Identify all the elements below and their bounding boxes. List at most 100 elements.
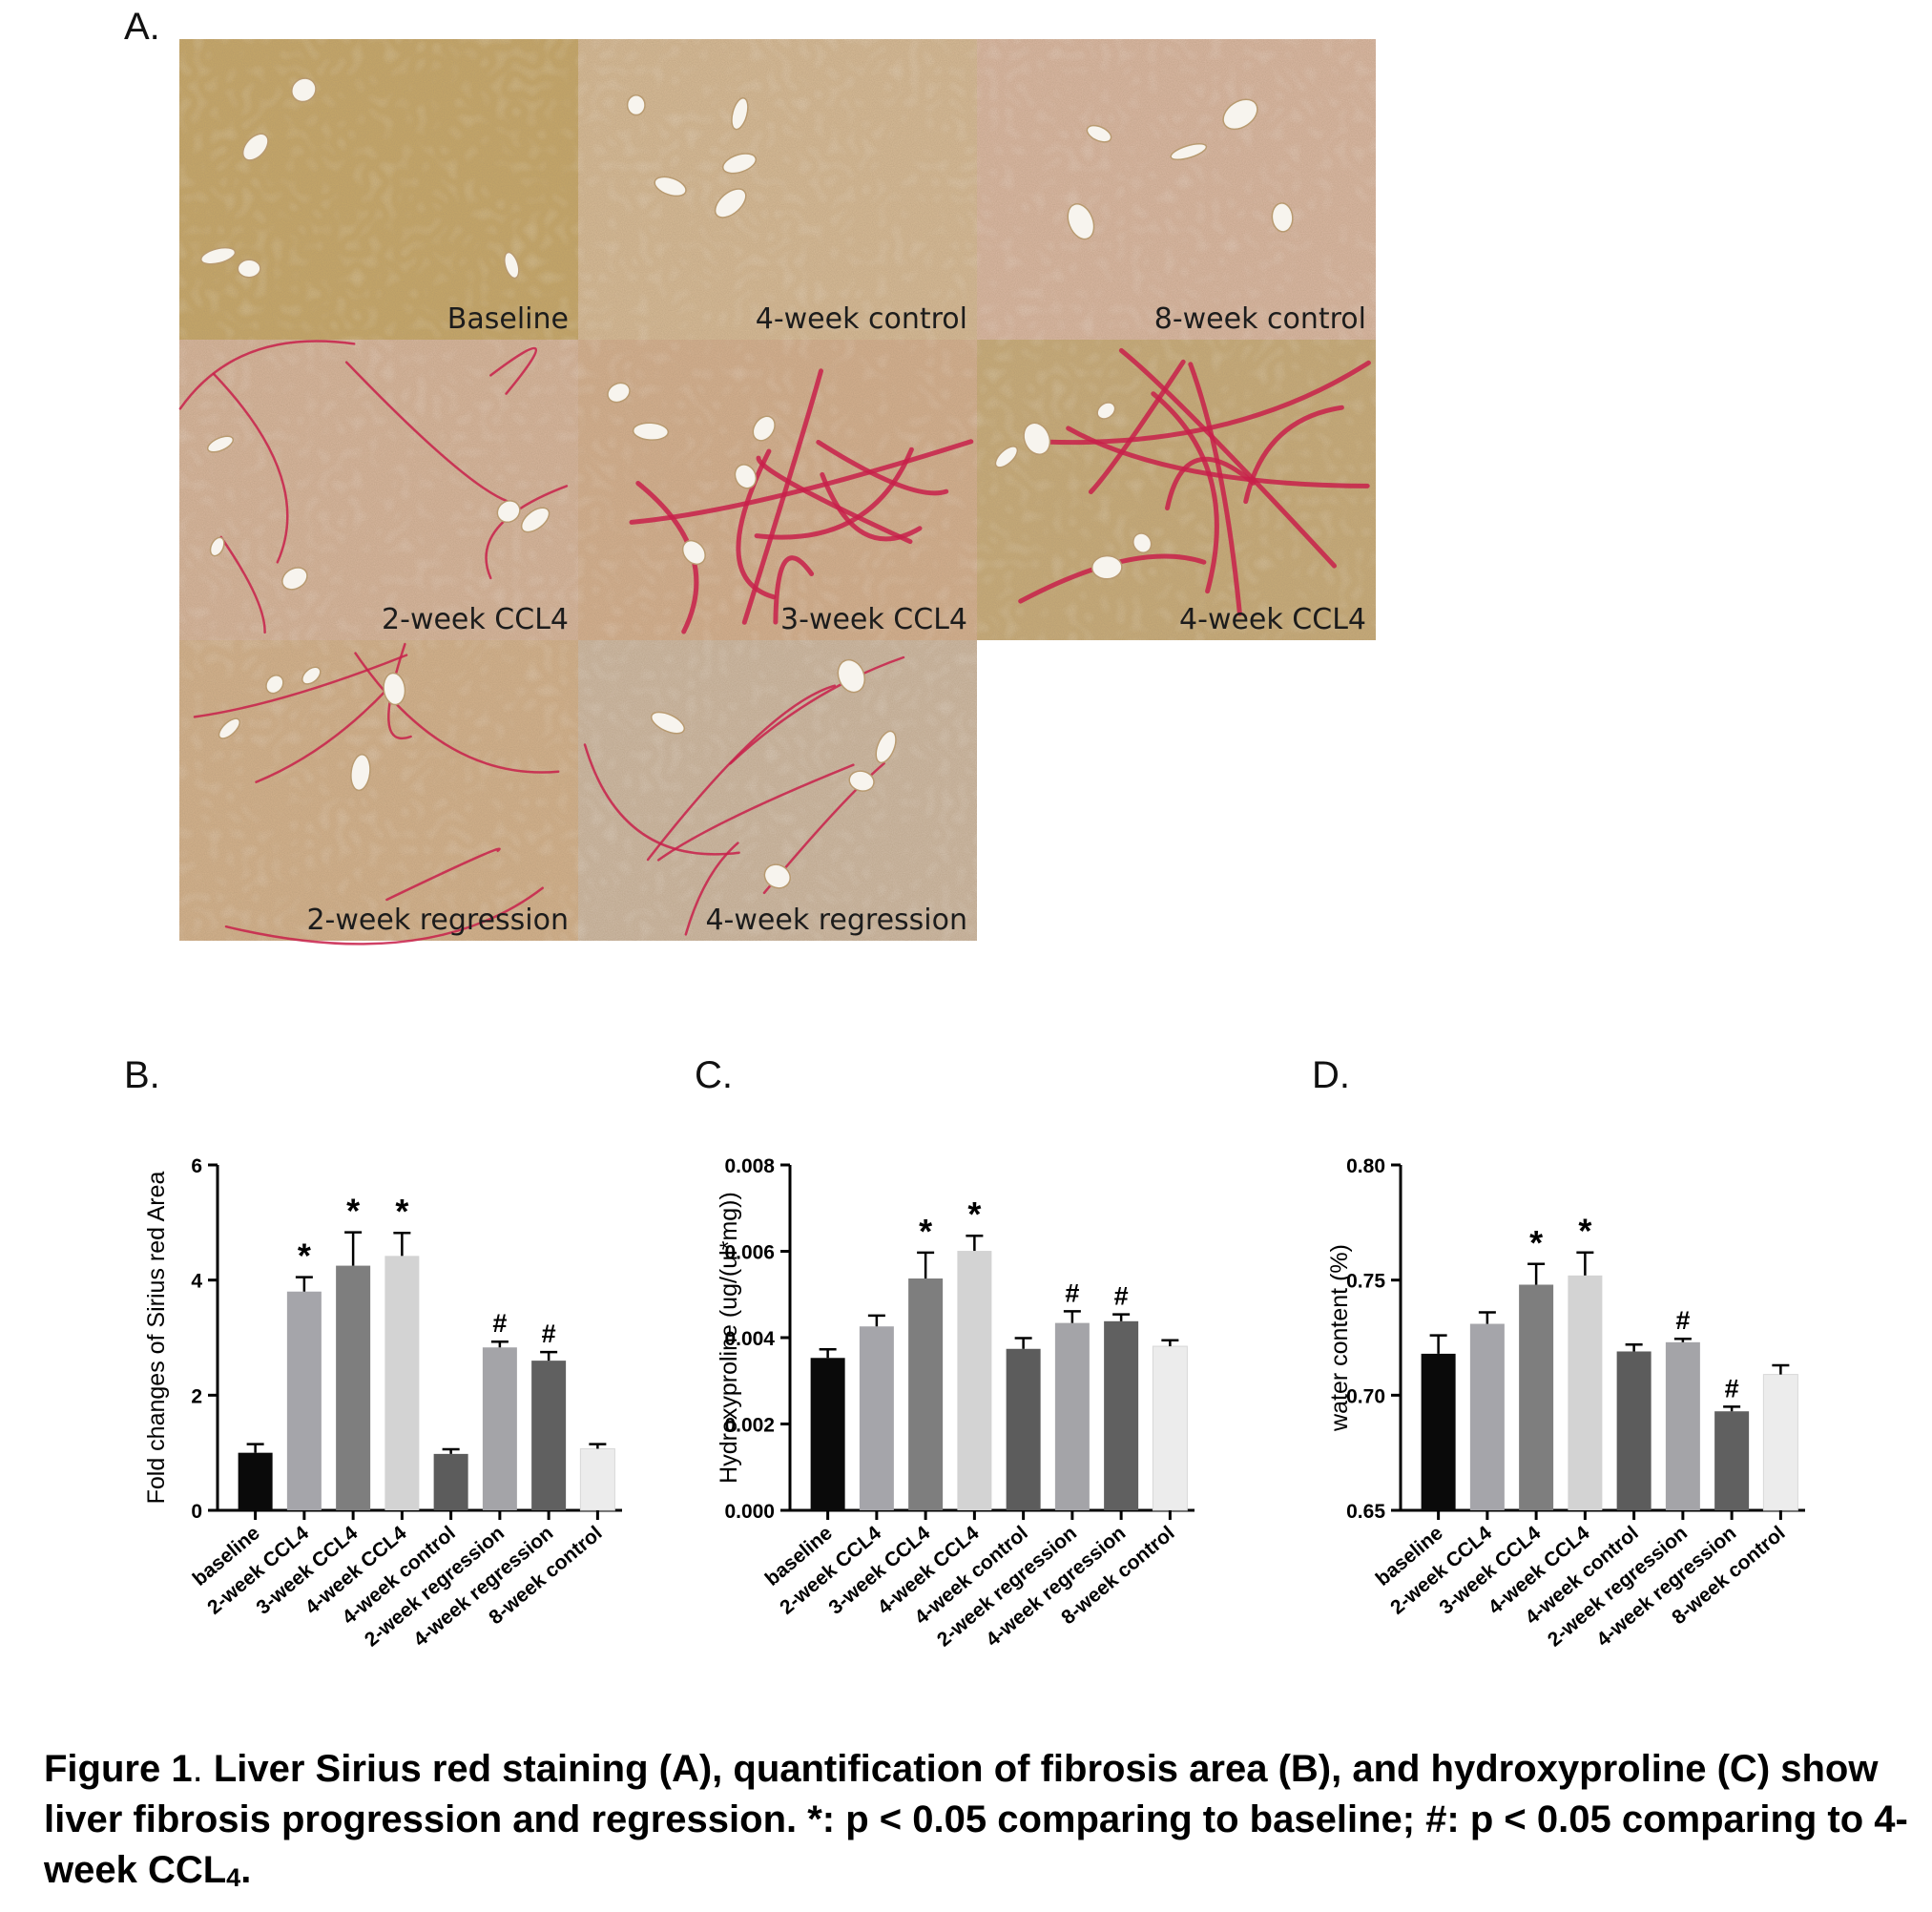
- panel-label-b: B.: [124, 1054, 160, 1096]
- chart-b-sirius-red-area: Fold changes of Sirius red Area 0 2 4 6 basel…: [134, 1140, 735, 1674]
- micrograph-label: 3-week CCL4: [780, 603, 967, 636]
- micrograph-label: 8-week control: [1154, 302, 1366, 336]
- vessel-lumen: [496, 500, 521, 524]
- bar: [482, 1347, 517, 1510]
- micrograph-label: 2-week regression: [306, 904, 569, 937]
- fibrosis-septum: [385, 847, 501, 902]
- bar: [336, 1265, 371, 1510]
- fibrosis-septum: [212, 372, 289, 564]
- fibrosis-septum: [646, 684, 837, 862]
- bar: [859, 1326, 894, 1510]
- vessel-lumen: [731, 97, 749, 131]
- vessel-lumen: [265, 674, 284, 695]
- bar-chart: water content (%)0.650.700.750.80baselin…: [1326, 1155, 1805, 1652]
- fibrosis-septum: [1066, 426, 1370, 488]
- significance-marker: *: [298, 1237, 311, 1276]
- vessel-lumen: [848, 770, 875, 792]
- y-axis-label: Fold changes of Sirius red Area: [143, 1172, 170, 1505]
- bar: [1616, 1351, 1652, 1510]
- fibrosis-septum: [816, 440, 949, 496]
- panel-label-c: C.: [695, 1054, 733, 1096]
- bar: [531, 1361, 567, 1510]
- vessel-lumen: [1023, 422, 1051, 456]
- vessel-lumen: [734, 464, 758, 489]
- vessel-lumen: [752, 415, 776, 442]
- fibrosis-septum: [1188, 362, 1242, 616]
- vessel-lumen: [763, 863, 791, 889]
- significance-marker: *: [1578, 1212, 1591, 1251]
- vessel-lumen: [520, 507, 551, 533]
- caption-text: Liver Sirius red staining (A), quantific…: [44, 1748, 1908, 1891]
- caption-sep: .: [192, 1748, 203, 1790]
- vessel-lumen: [632, 422, 670, 441]
- vessel-lumen: [681, 539, 706, 566]
- vessel-lumen: [504, 251, 520, 280]
- micrograph-label: 2-week CCL4: [382, 603, 569, 636]
- vessel-lumen: [301, 666, 322, 685]
- vessel-lumen: [1222, 98, 1258, 131]
- vessel-lumen: [206, 435, 235, 453]
- y-tick-label: 0.70: [1346, 1385, 1385, 1407]
- y-tick-label: 6: [191, 1155, 202, 1177]
- vessel-lumen: [209, 536, 225, 557]
- y-tick-label: 0.008: [724, 1155, 775, 1177]
- vessel-lumen: [654, 176, 687, 197]
- bar: [1469, 1323, 1505, 1510]
- significance-marker: *: [1529, 1223, 1543, 1262]
- chart-d-water-content: water content (%) 0.65 0.70 0.75 0.80 baselin…: [1317, 1140, 1918, 1674]
- y-tick-label: 0.006: [724, 1242, 775, 1264]
- y-tick-label: 0.002: [724, 1415, 775, 1437]
- fibrosis-septum: [1088, 359, 1186, 494]
- fibrosis-septum: [1151, 391, 1219, 594]
- vessel-lumen: [291, 77, 317, 103]
- fibrosis-septum: [629, 439, 974, 525]
- vessel-lumen: [1271, 202, 1294, 233]
- significance-marker: #: [1675, 1306, 1690, 1335]
- micrograph-tile: 4-week control: [578, 39, 977, 340]
- vessel-lumen: [1132, 532, 1153, 553]
- vessel-lumen: [1091, 554, 1123, 580]
- fibrosis-septum: [224, 886, 544, 946]
- fibrosis-septum: [1165, 456, 1257, 510]
- vessel-lumen: [650, 711, 686, 735]
- bar: [1006, 1348, 1041, 1510]
- vessel-lumen: [383, 672, 406, 706]
- vessel-lumen: [875, 730, 897, 764]
- micrograph-tile: Baseline: [179, 39, 578, 340]
- micrograph-label: 4-week CCL4: [1179, 603, 1366, 636]
- fibrosis-septum: [344, 361, 509, 503]
- caption-lead: Figure 1: [44, 1748, 193, 1790]
- bar-chart: Hydroxyproline (ug/(ul*mg)) 0.000 0.002 0.0…: [716, 1155, 1195, 1652]
- fibrosis-septum: [1118, 347, 1337, 569]
- vessel-lumen: [1086, 124, 1112, 143]
- fibrosis-septum: [219, 535, 266, 634]
- fibrosis-septum: [193, 654, 408, 718]
- y-axis-label: water content (%): [1326, 1244, 1353, 1432]
- fibrosis-septum: [489, 346, 538, 395]
- bar: [238, 1452, 273, 1510]
- significance-marker: #: [1065, 1278, 1079, 1307]
- micrograph-label: Baseline: [447, 302, 569, 336]
- vessel-lumen: [837, 658, 866, 694]
- bar: [1054, 1322, 1090, 1510]
- bar: [908, 1278, 944, 1510]
- bar: [286, 1291, 322, 1510]
- y-tick-label: 0.000: [724, 1501, 775, 1523]
- vessel-lumen: [1096, 402, 1116, 420]
- caption-subscript: 4: [226, 1863, 241, 1892]
- fibrosis-septum: [485, 485, 569, 580]
- bar-chart: Fold changes of Sirius red Area0246basel…: [143, 1155, 622, 1652]
- y-tick-label: 2: [191, 1385, 202, 1407]
- micrograph-label: 4-week regression: [705, 904, 967, 937]
- bar: [1104, 1320, 1139, 1510]
- vessel-lumen: [721, 153, 758, 175]
- fibrosis-septum: [741, 368, 823, 625]
- micrograph-tile: 4-week regression: [578, 640, 977, 941]
- fibrosis-septum: [729, 655, 905, 765]
- panel-label-a: A.: [124, 6, 160, 48]
- fibrosis-septum: [255, 688, 388, 783]
- fibrosis-septum: [354, 652, 560, 774]
- y-tick-label: 4: [191, 1271, 202, 1293]
- vessel-lumen: [1067, 203, 1095, 240]
- bar: [1421, 1353, 1456, 1510]
